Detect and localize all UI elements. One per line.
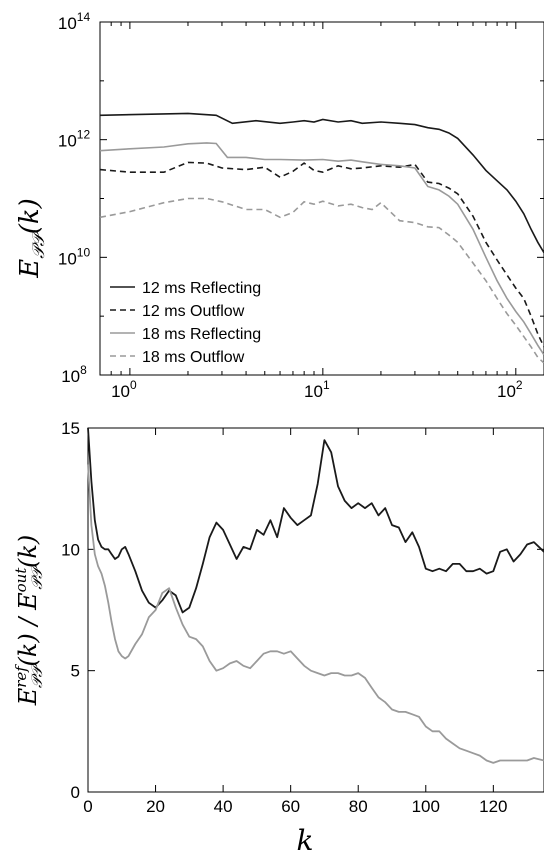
top-y-tick-label: 1014 <box>58 10 91 33</box>
legend-label: 12 ms Reflecting <box>142 280 261 297</box>
ratio-series-line-2 <box>87 464 544 764</box>
bottom-series <box>87 427 544 764</box>
bottom-x-tick-label: 20 <box>146 797 165 816</box>
bottom-ratio-panel: 0 20 40 60 80 100 120 0 5 10 15 k Eref𝒫𝒫(k) / Eout… <box>12 419 544 857</box>
series-line-2 <box>99 161 544 348</box>
bottom-x-tick-label: 60 <box>281 797 300 816</box>
legend-label: 18 ms Outflow <box>142 349 245 366</box>
legend: 12 ms Reflecting 12 ms Outflow 18 ms Refle… <box>110 280 261 366</box>
bottom-y-tick-label: 5 <box>71 662 80 681</box>
top-y-tick-label: 108 <box>61 363 87 386</box>
top-y-tick-label: 1012 <box>58 128 91 151</box>
top-y-axis-label: E𝒫𝒫(k) <box>15 198 49 279</box>
top-y-tick-label: 1010 <box>58 245 91 268</box>
ratio-series-line-1 <box>87 427 544 614</box>
top-x-tick-label: 102 <box>497 378 523 401</box>
top-ticks: 100 101 102 108 1010 1012 1014 <box>58 10 544 401</box>
bottom-x-tick-label: 100 <box>412 797 440 816</box>
bottom-x-tick-label: 0 <box>83 797 92 816</box>
top-x-tick-label: 101 <box>304 378 330 401</box>
top-x-tick-label: 100 <box>111 378 137 401</box>
legend-label: 12 ms Outflow <box>142 303 245 320</box>
series-line-1 <box>99 112 544 254</box>
series-line-4 <box>99 197 544 364</box>
top-plot-frame <box>99 21 544 376</box>
bottom-x-axis-label: k <box>297 824 314 857</box>
bottom-plot-frame <box>87 427 544 793</box>
bottom-x-tick-label: 80 <box>349 797 368 816</box>
top-series <box>99 112 544 364</box>
legend-label: 18 ms Reflecting <box>142 326 261 343</box>
bottom-x-tick-label: 40 <box>214 797 233 816</box>
top-spectrum-panel: 100 101 102 108 1010 1012 1014 12 ms Reflectin… <box>15 10 544 401</box>
bottom-y-tick-label: 15 <box>61 419 80 438</box>
bottom-ticks: 0 20 40 60 80 100 120 0 5 10 15 <box>61 419 544 816</box>
bottom-x-tick-label: 120 <box>479 797 507 816</box>
series-line-3 <box>99 142 544 356</box>
bottom-y-tick-label: 10 <box>61 540 80 559</box>
bottom-y-axis-label: Eref𝒫𝒫(k) / Eout𝒫𝒫(k) <box>12 535 46 707</box>
bottom-y-tick-label: 0 <box>71 783 80 802</box>
